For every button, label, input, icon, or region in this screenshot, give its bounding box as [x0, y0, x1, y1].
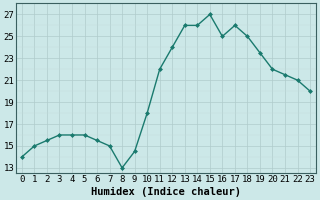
X-axis label: Humidex (Indice chaleur): Humidex (Indice chaleur) [91, 186, 241, 197]
